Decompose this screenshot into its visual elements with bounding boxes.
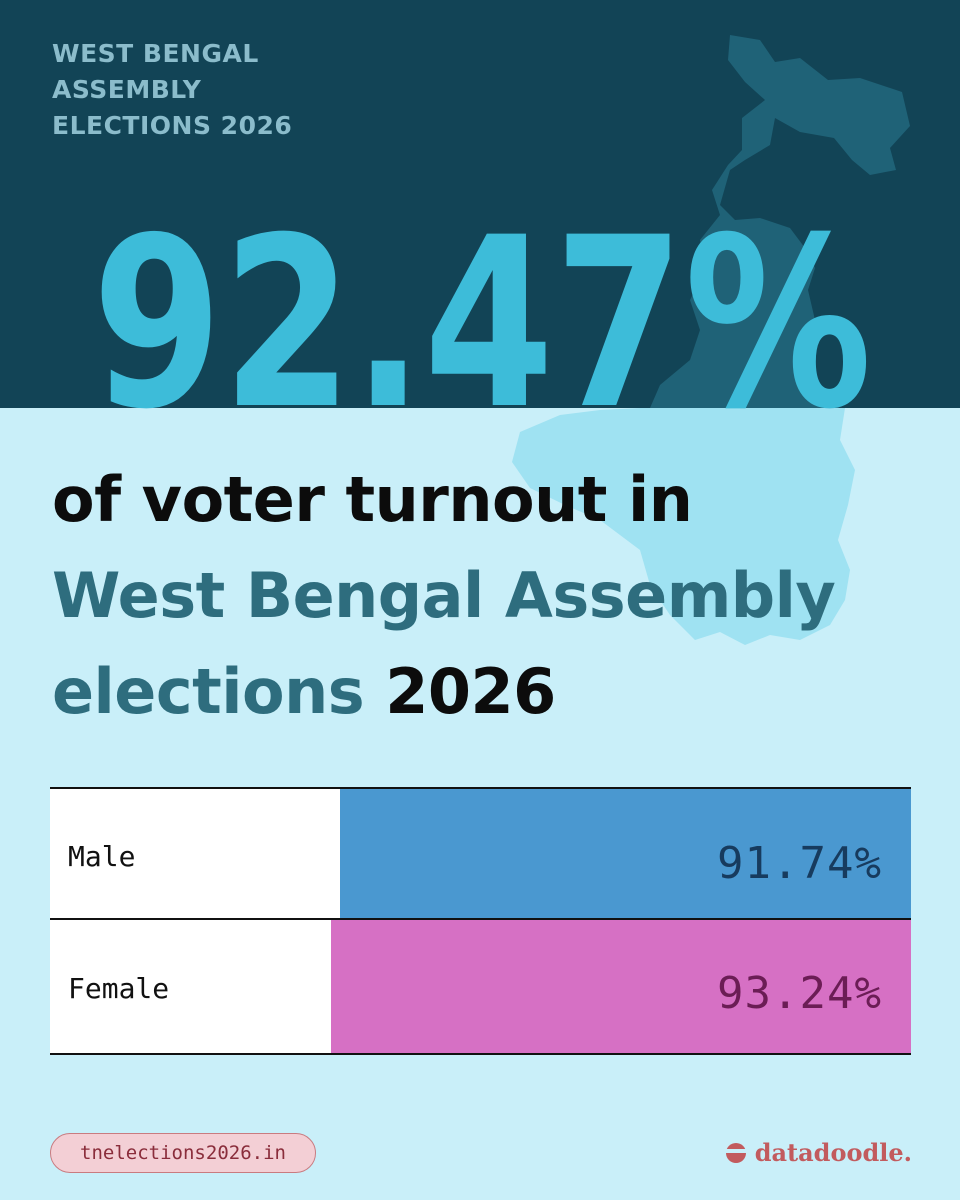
category-label-male: Male xyxy=(68,840,135,873)
headline-part-1: of voter turnout in xyxy=(52,463,693,536)
value-label-male: 91.74% xyxy=(717,838,882,889)
big-number-graphic: 92.47% xyxy=(92,188,872,420)
headline-part-3: 2026 xyxy=(385,655,556,728)
turnout-bar-chart: Male Female 91.74% 93.24% xyxy=(50,787,911,1055)
west-bengal-map-icon xyxy=(512,35,910,645)
website-link[interactable]: tnelections2026.in xyxy=(50,1133,316,1173)
bar-female xyxy=(331,919,911,1054)
bar-male xyxy=(340,788,911,919)
kicker-line-2: ASSEMBLY xyxy=(52,75,202,104)
map-south-shape xyxy=(512,408,855,645)
headline: of voter turnout in West Bengal Assembly… xyxy=(52,452,932,740)
value-label-female: 93.24% xyxy=(717,968,882,1019)
kicker-title: WEST BENGAL ASSEMBLY ELECTIONS 2026 xyxy=(52,36,292,144)
kicker-line-1: WEST BENGAL xyxy=(52,39,259,68)
category-label-female: Female xyxy=(68,972,169,1005)
headline-part-2: West Bengal Assembly elections xyxy=(52,559,836,728)
map-north-shape xyxy=(650,35,910,408)
big-number: 92.47% xyxy=(92,188,872,420)
brand-logo: datadoodle. xyxy=(725,1138,912,1167)
brand-name: datadoodle. xyxy=(754,1138,912,1167)
datadoodle-logo-icon xyxy=(725,1142,746,1163)
kicker-line-3: ELECTIONS 2026 xyxy=(52,111,293,140)
